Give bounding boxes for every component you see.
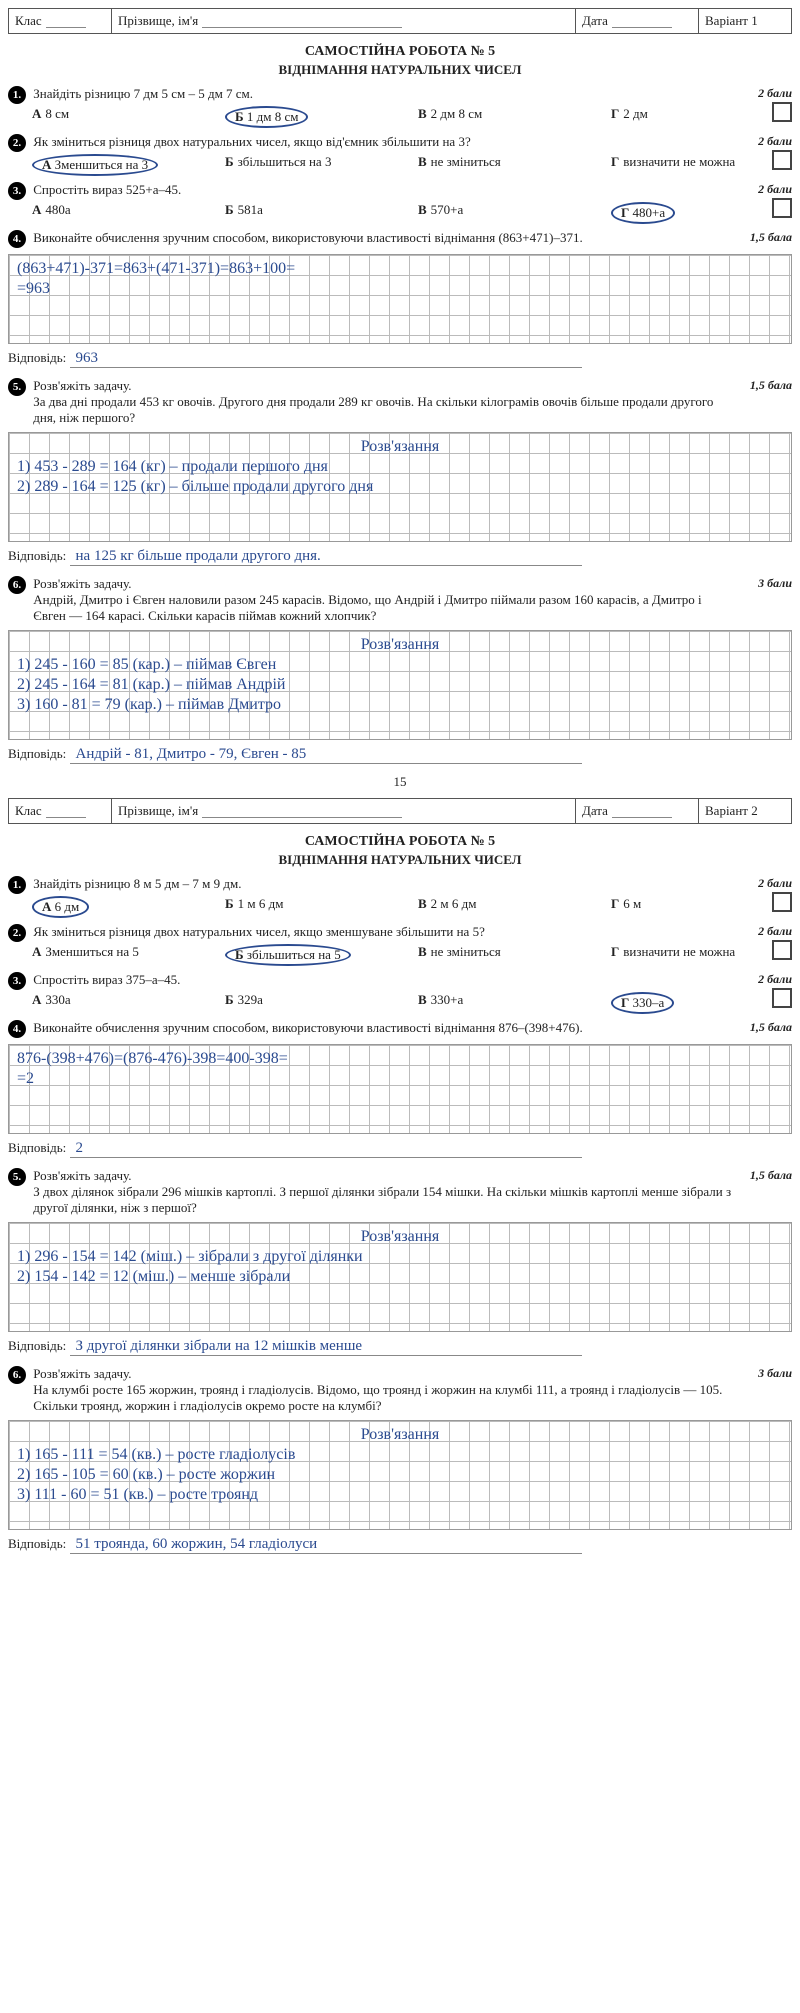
problem-3: 2 бали 3. Спростіть вираз 375–a–45. А330…: [8, 972, 792, 1014]
work-title: САМОСТІЙНА РОБОТА № 5: [8, 44, 792, 60]
question-number: 1.: [8, 86, 26, 104]
work-grid: Розв'язання 1) 453 - 289 = 164 (кг) – пр…: [8, 432, 792, 542]
problem-4: 1,5 бала 4. Виконайте обчислення зручним…: [8, 230, 792, 368]
answer-box: [772, 150, 792, 170]
answer-box: [772, 102, 792, 122]
problem-5: 1,5 бала 5. Розв'яжіть задачу. За два дн…: [8, 378, 792, 566]
header-row: Клас Прізвище, ім'я Дата Варіант 1: [8, 8, 792, 34]
problem-6: 3 бали 6. Розв'яжіть задачу. Андрій, Дми…: [8, 576, 792, 764]
problem-6: 3 бали 6. Розв'яжіть задачу. На клумбі р…: [8, 1366, 792, 1554]
work-grid: (863+471)-371=863+(471-371)=863+100= =96…: [8, 254, 792, 344]
problem-2: 2 бали 2. Як зміниться різниця двох нату…: [8, 134, 792, 176]
problem-2: 2 бали 2. Як зміниться різниця двох нату…: [8, 924, 792, 966]
header-row: Клас Прізвище, ім'я Дата Варіант 2: [8, 798, 792, 824]
problem-1: 2 бали 1. Знайдіть різницю 8 м 5 дм – 7 …: [8, 876, 792, 918]
problem-1: 2 бали 1. Знайдіть різницю 7 дм 5 см – 5…: [8, 86, 792, 128]
work-subtitle: ВІДНІМАННЯ НАТУРАЛЬНИХ ЧИСЕЛ: [8, 62, 792, 78]
answer-box: [772, 198, 792, 218]
problem-4: 1,5 бала 4. Виконайте обчислення зручним…: [8, 1020, 792, 1158]
problem-5: 1,5 бала 5. Розв'яжіть задачу. З двох ді…: [8, 1168, 792, 1356]
work-grid: Розв'язання 1) 245 - 160 = 85 (кар.) – п…: [8, 630, 792, 740]
page-number: 15: [8, 774, 792, 790]
variant-1: Клас Прізвище, ім'я Дата Варіант 1 САМОС…: [8, 8, 792, 790]
problem-3: 2 бали 3. Спростіть вираз 525+a–45. А480…: [8, 182, 792, 224]
variant-2: Клас Прізвище, ім'я Дата Варіант 2 САМОС…: [8, 798, 792, 1554]
